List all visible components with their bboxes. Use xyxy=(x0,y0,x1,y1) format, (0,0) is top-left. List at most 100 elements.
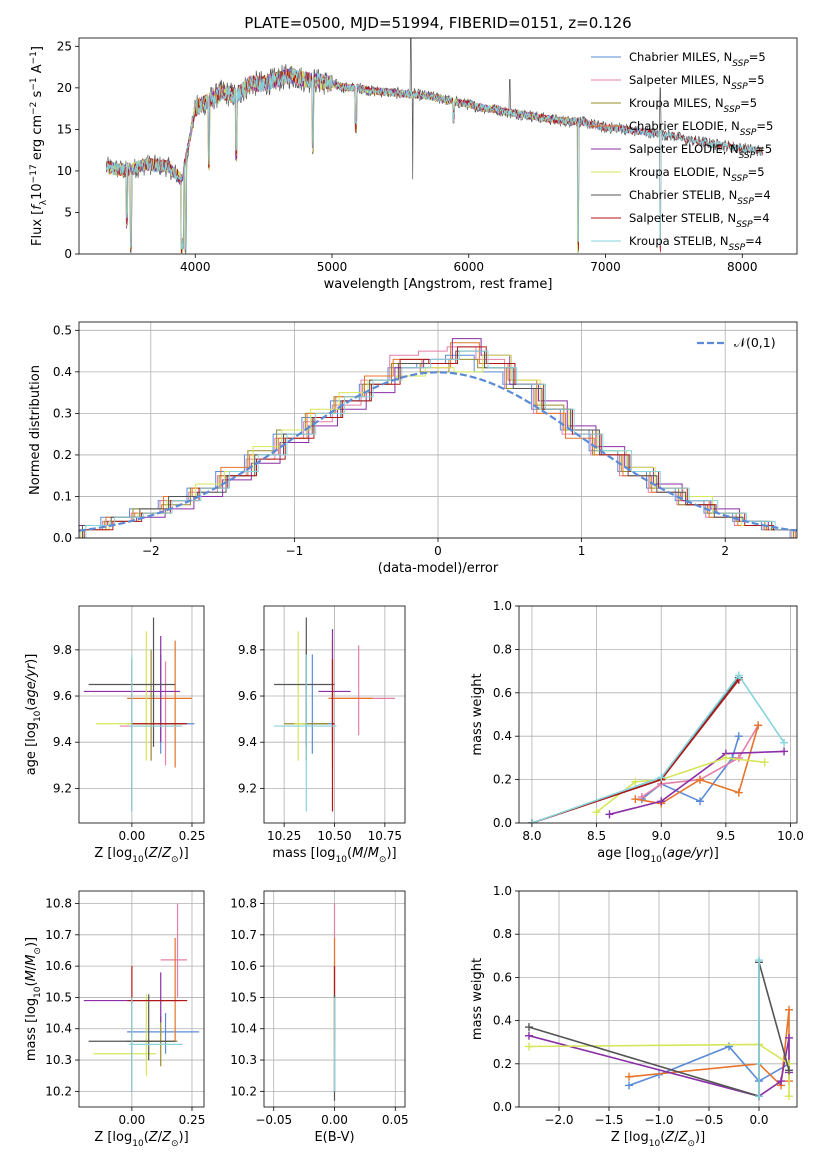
x-tick-label: −2 xyxy=(142,544,160,558)
y-tick-label: 9.6 xyxy=(238,689,257,703)
x-tick-label: 10.75 xyxy=(368,829,402,843)
error-bar-point xyxy=(129,654,183,812)
y-tick-label: 9.6 xyxy=(53,689,72,703)
y-axis-label: mass weight xyxy=(470,958,485,1040)
grid-lines xyxy=(79,606,204,823)
histogram-series xyxy=(85,350,797,538)
y-tick-label: 10.6 xyxy=(230,959,257,973)
legend-entry: Chabrier ELODIE, NSSP=5 xyxy=(629,119,773,138)
x-tick-label: −0.05 xyxy=(255,1113,292,1127)
x-tick-label: 1 xyxy=(578,544,586,558)
spectrum-line xyxy=(107,67,579,251)
x-tick-label: 0 xyxy=(434,544,442,558)
series xyxy=(527,671,789,823)
legend-entry: Salpeter STELIB, NSSP=4 xyxy=(629,211,770,230)
axes-frame xyxy=(78,605,205,824)
series xyxy=(527,675,743,823)
x-tick-label: 7000 xyxy=(590,260,621,274)
series xyxy=(527,673,743,823)
grid-lines xyxy=(264,606,405,823)
error-bar-point xyxy=(131,654,195,754)
series-marker xyxy=(525,1023,533,1032)
series-marker xyxy=(657,773,666,782)
legend-entry: Kroupa MILES, NSSP=5 xyxy=(629,96,757,115)
page-title: PLATE=0500, MJD=51994, FIBERID=0151, z=0… xyxy=(244,14,631,32)
histogram-series xyxy=(80,354,797,538)
axes-frame xyxy=(263,890,406,1108)
legend-entry: Kroupa ELODIE, NSSP=5 xyxy=(629,165,765,184)
series-marker xyxy=(527,819,536,823)
y-tick-label: 10.5 xyxy=(45,990,72,1004)
x-axis-label: Z [log10(Z/Z⊙)] xyxy=(611,1130,705,1149)
error-bar-point xyxy=(119,661,180,766)
x-tick-label: 0.00 xyxy=(119,829,146,843)
x-tick-label: −2.0 xyxy=(544,1113,573,1127)
y-tick-label: 10.7 xyxy=(230,928,257,942)
spectrum-lines xyxy=(106,38,764,254)
histogram-series xyxy=(79,358,795,538)
y-tick-label: 10.2 xyxy=(45,1084,72,1098)
y-tick-label: 0.4 xyxy=(493,1014,512,1028)
series-line xyxy=(596,757,765,813)
series-line xyxy=(528,1043,790,1097)
series xyxy=(755,956,763,1101)
y-tick-label: 0.0 xyxy=(493,1100,512,1114)
legend-entry: Chabrier MILES, NSSP=5 xyxy=(629,50,766,69)
series-marker xyxy=(754,721,763,730)
x-axis-label: mass [log10(M/M⊙)] xyxy=(272,846,396,865)
y-tick-label: 0.8 xyxy=(493,642,512,656)
y-tick-label: 0.2 xyxy=(493,1057,512,1071)
series xyxy=(592,753,769,817)
x-axis-label: Z [log10(Z/Z⊙)] xyxy=(94,846,188,865)
series-line xyxy=(641,735,740,803)
y-axis-label: Normed distribution xyxy=(28,365,43,495)
legend-entry: Salpeter ELODIE, NSSP=5 xyxy=(629,142,772,161)
legend: 𝒩(0,1) xyxy=(697,335,776,350)
x-tick-label: 8000 xyxy=(727,260,758,274)
y-tick-label: 0.4 xyxy=(493,729,512,743)
grid-lines xyxy=(79,322,797,539)
series-lines xyxy=(525,956,793,1101)
series-marker xyxy=(696,797,705,806)
x-tick-label: 0.00 xyxy=(321,1113,348,1127)
spectrum-line xyxy=(107,68,579,254)
y-tick-label: 0.6 xyxy=(493,686,512,700)
mass-vs-metallicity-panel: 0.00 0.25 10.2 10.3 10.4 10.5 10.6 10.7 10.8 Z [l… xyxy=(24,890,205,1149)
error-bar-point xyxy=(331,659,335,812)
legend-entry: Kroupa STELIB, NSSP=4 xyxy=(629,234,762,253)
y-tick-label: 9.4 xyxy=(238,735,257,749)
y-tick-label: 1.0 xyxy=(493,884,512,898)
gaussian-curve xyxy=(79,371,797,532)
series-marker xyxy=(734,753,743,762)
x-axis-label: wavelength [Angstrom, rest frame] xyxy=(324,277,553,292)
series-marker xyxy=(657,797,666,806)
y-tick-label: 20 xyxy=(57,81,72,95)
x-tick-label: 0.00 xyxy=(119,1113,146,1127)
error-bars xyxy=(83,903,200,1092)
x-tick-label: 10.50 xyxy=(317,829,351,843)
x-tick-label: 10.0 xyxy=(777,829,804,843)
mass-weight-vs-age-panel: 8.0 8.5 9.0 9.5 10.0 0.0 0.2 0.4 0.6 0.8 1.0 age [l… xyxy=(470,599,804,865)
x-tick-label: −1.5 xyxy=(594,1113,623,1127)
axes-frame xyxy=(263,605,406,824)
y-tick-label: 9.2 xyxy=(53,781,72,795)
y-tick-label: 25 xyxy=(57,39,72,53)
y-axis-label: Flux [fλ10−17 erg cm−2 s−1 A−1] xyxy=(29,46,49,246)
series-marker xyxy=(755,956,763,965)
grid-lines xyxy=(519,605,797,824)
series-marker xyxy=(755,1092,763,1101)
residuals-panel: −2 −1 0 1 2 0.0 0.1 0.2 0.3 0.4 0.5 𝒩(0,1) (data-mod… xyxy=(28,321,798,576)
x-tick-label: 0.25 xyxy=(179,829,206,843)
x-axis-label: (data-model)/error xyxy=(378,561,499,576)
error-bar-point xyxy=(294,631,307,761)
legend-entry: 𝒩(0,1) xyxy=(734,335,776,350)
axes-frame xyxy=(518,605,798,824)
series-marker xyxy=(605,810,614,819)
y-axis-label: mass [log10(M/M⊙)] xyxy=(24,937,43,1061)
x-tick-label: 8.5 xyxy=(587,829,606,843)
axes-frame xyxy=(78,37,798,255)
y-tick-label: 10 xyxy=(57,164,72,178)
y-tick-label: 10.4 xyxy=(230,1022,257,1036)
y-tick-label: 0.3 xyxy=(53,406,72,420)
y-tick-label: 15 xyxy=(57,122,72,136)
